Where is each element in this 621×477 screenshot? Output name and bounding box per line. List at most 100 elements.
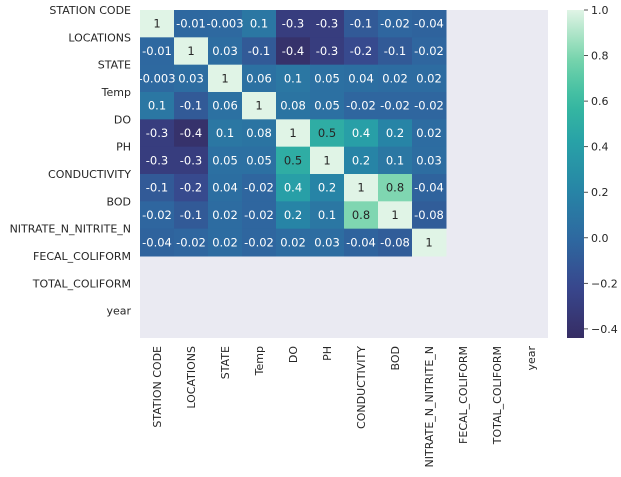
cell-value-3-5: 0.05 bbox=[314, 99, 340, 113]
cell-value-8-8: 1 bbox=[425, 235, 432, 249]
cell-value-0-2: -0.003 bbox=[206, 17, 243, 31]
cell-value-8-3: -0.02 bbox=[244, 235, 274, 249]
cell-value-4-8: 0.02 bbox=[416, 126, 442, 140]
cell-value-1-6: -0.2 bbox=[350, 44, 372, 58]
cell-value-3-7: -0.02 bbox=[380, 99, 410, 113]
heatmap-cell-6-1 bbox=[174, 174, 209, 202]
y-tick-label-6: CONDUCTIVITY bbox=[48, 168, 131, 181]
cell-value-7-3: -0.02 bbox=[244, 208, 274, 222]
cell-value-3-4: 0.08 bbox=[280, 99, 306, 113]
cell-value-2-8: 0.02 bbox=[416, 71, 442, 85]
colorbar-tick-label-2: 0.6 bbox=[591, 95, 609, 108]
heatmap-cell-2-0 bbox=[140, 64, 175, 93]
cell-value-8-1: -0.02 bbox=[176, 235, 206, 249]
cell-value-2-4: 0.1 bbox=[284, 71, 302, 85]
heatmap-cell-1-1 bbox=[174, 37, 209, 66]
y-tick-label-3: Temp bbox=[101, 86, 131, 99]
heatmap-cell-8-8 bbox=[412, 228, 447, 257]
cell-value-4-5: 0.5 bbox=[318, 126, 336, 140]
x-tick-label-6: CONDUCTIVITY bbox=[355, 346, 368, 429]
heatmap-cell-5-5 bbox=[310, 146, 345, 175]
cell-value-5-0: -0.3 bbox=[146, 153, 168, 167]
cell-value-3-0: 0.1 bbox=[148, 99, 166, 113]
x-tick-label-8: NITRATE_N_NITRITE_N bbox=[423, 346, 436, 467]
heatmap-cell-8-5 bbox=[310, 228, 345, 257]
cell-value-5-5: 1 bbox=[323, 153, 330, 167]
x-tick-label-3: Temp bbox=[253, 346, 266, 376]
heatmap-cells bbox=[140, 10, 447, 257]
cell-value-5-8: 0.03 bbox=[416, 153, 442, 167]
heatmap-cell-1-3 bbox=[242, 37, 277, 66]
heatmap-cell-2-2 bbox=[208, 64, 243, 93]
x-tick-label-4: DO bbox=[287, 346, 300, 363]
cell-value-3-8: -0.02 bbox=[414, 99, 444, 113]
cell-value-4-7: 0.2 bbox=[386, 126, 404, 140]
y-tick-label-10: TOTAL_COLIFORM bbox=[32, 277, 131, 290]
cell-value-4-3: 0.08 bbox=[246, 126, 272, 140]
y-tick-label-1: LOCATIONS bbox=[68, 31, 131, 44]
cell-value-7-0: -0.02 bbox=[142, 208, 172, 222]
cell-value-4-6: 0.4 bbox=[352, 126, 370, 140]
heatmap-cell-1-8 bbox=[412, 37, 447, 66]
cell-value-7-2: 0.02 bbox=[212, 208, 238, 222]
colorbar-tick-label-4: 0.2 bbox=[591, 186, 609, 199]
heatmap-cell-8-7 bbox=[378, 228, 413, 257]
x-tick-label-2: STATE bbox=[219, 346, 232, 379]
heatmap-cell-3-7 bbox=[378, 92, 413, 120]
heatmap-cell-2-8 bbox=[412, 64, 447, 93]
heatmap-cell-8-4 bbox=[276, 228, 311, 257]
heatmap-cell-7-2 bbox=[208, 201, 243, 230]
colorbar-tick-label-0: 1.0 bbox=[591, 4, 609, 17]
heatmap-cell-3-3 bbox=[242, 92, 277, 120]
cell-value-4-2: 0.1 bbox=[216, 126, 234, 140]
cell-value-4-4: 1 bbox=[289, 126, 296, 140]
cell-value-2-2: 1 bbox=[221, 71, 228, 85]
cell-value-1-1: 1 bbox=[187, 44, 194, 58]
colorbar-tick-label-5: 0.0 bbox=[591, 232, 609, 245]
heatmap-cell-3-6 bbox=[344, 92, 379, 120]
cell-value-0-7: -0.02 bbox=[380, 17, 410, 31]
heatmap-cell-7-6 bbox=[344, 201, 379, 230]
cell-value-7-5: 0.1 bbox=[318, 208, 336, 222]
heatmap-cell-0-7 bbox=[378, 10, 413, 38]
heatmap-cell-7-4 bbox=[276, 201, 311, 230]
cell-value-0-1: -0.01 bbox=[176, 17, 206, 31]
heatmap-cell-2-6 bbox=[344, 64, 379, 93]
heatmap-cell-5-4 bbox=[276, 146, 311, 175]
cell-value-6-6: 1 bbox=[357, 181, 364, 195]
x-tick-label-7: BOD bbox=[389, 346, 402, 370]
y-tick-label-11: year bbox=[106, 305, 131, 318]
heatmap-cell-3-5 bbox=[310, 92, 345, 120]
x-tick-label-9: FECAL_COLIFORM bbox=[457, 346, 470, 444]
heatmap-cell-5-0 bbox=[140, 146, 175, 175]
heatmap-cell-0-6 bbox=[344, 10, 379, 38]
heatmap-cell-8-6 bbox=[344, 228, 379, 257]
heatmap-cell-1-7 bbox=[378, 37, 413, 66]
heatmap-cell-3-0 bbox=[140, 92, 175, 120]
cell-value-6-5: 0.2 bbox=[318, 181, 336, 195]
cell-value-6-8: -0.04 bbox=[414, 181, 444, 195]
y-tick-label-2: STATE bbox=[98, 59, 131, 72]
cell-value-6-4: 0.4 bbox=[284, 181, 302, 195]
cell-value-1-8: -0.02 bbox=[414, 44, 444, 58]
heatmap-cell-4-0 bbox=[140, 119, 175, 148]
cell-value-1-3: -0.1 bbox=[248, 44, 270, 58]
cell-value-5-4: 0.5 bbox=[284, 153, 302, 167]
colorbar-tick-label-7: −0.4 bbox=[591, 323, 618, 336]
heatmap-cell-8-0 bbox=[140, 228, 175, 257]
heatmap-cell-7-3 bbox=[242, 201, 277, 230]
cell-value-0-4: -0.3 bbox=[282, 17, 304, 31]
cell-value-3-2: 0.06 bbox=[212, 99, 238, 113]
cell-value-6-3: -0.02 bbox=[244, 181, 274, 195]
heatmap-cell-2-3 bbox=[242, 64, 277, 93]
cell-value-6-1: -0.2 bbox=[180, 181, 202, 195]
heatmap-cell-6-0 bbox=[140, 174, 175, 202]
cell-value-2-6: 0.04 bbox=[348, 71, 374, 85]
heatmap-cell-4-7 bbox=[378, 119, 413, 148]
heatmap-cell-2-7 bbox=[378, 64, 413, 93]
heatmap-cell-5-6 bbox=[344, 146, 379, 175]
heatmap-cell-4-8 bbox=[412, 119, 447, 148]
heatmap-cell-2-1 bbox=[174, 64, 209, 93]
heatmap-cell-4-6 bbox=[344, 119, 379, 148]
cell-value-0-0: 1 bbox=[153, 17, 160, 31]
